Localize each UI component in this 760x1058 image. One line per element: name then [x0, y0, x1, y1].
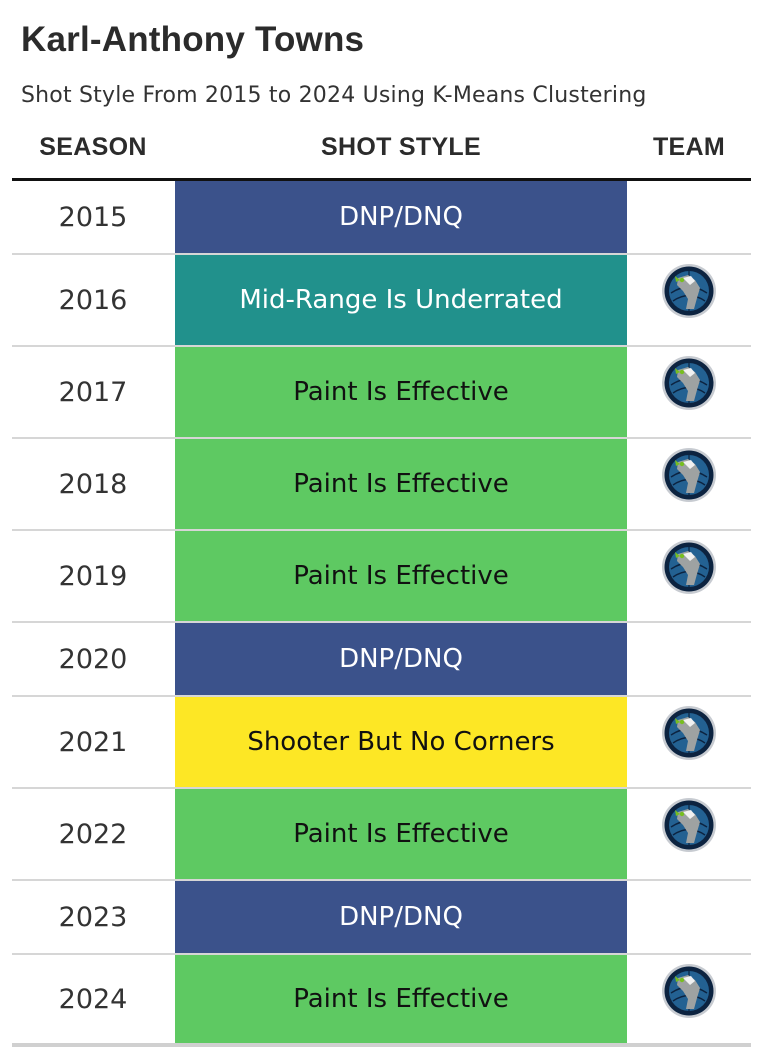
timberwolves-logo-icon: [662, 540, 716, 594]
shot-style-cell: Shooter But No Corners: [175, 697, 627, 787]
team-cell: [627, 697, 751, 787]
timberwolves-logo-icon: [662, 356, 716, 410]
team-cell: [627, 955, 751, 1043]
season-cell: 2019: [58, 560, 128, 592]
season-cell: 2020: [58, 643, 128, 675]
shot-style-cell: DNP/DNQ: [175, 623, 627, 695]
team-cell: [627, 255, 751, 345]
timberwolves-logo-icon: [662, 264, 716, 318]
season-cell: 2017: [58, 376, 128, 408]
table-row: 2017 Paint Is Effective: [12, 347, 751, 439]
table-row: 2019 Paint Is Effective: [12, 531, 751, 623]
shot-style-cell: Paint Is Effective: [175, 347, 627, 437]
column-header-season: SEASON: [39, 133, 147, 161]
shot-style-cell: Paint Is Effective: [175, 531, 627, 621]
shot-style-cell: Paint Is Effective: [175, 789, 627, 879]
shot-style-cell: Paint Is Effective: [175, 439, 627, 529]
shot-style-cell: Mid-Range Is Underrated: [175, 255, 627, 345]
header-rule: [12, 178, 751, 181]
season-cell: 2016: [58, 284, 128, 316]
season-cell: 2024: [58, 983, 128, 1015]
team-cell: [627, 881, 751, 953]
table-row: 2021 Shooter But No Corners: [12, 697, 751, 789]
shot-style-cell: DNP/DNQ: [175, 181, 627, 253]
season-cell: 2023: [58, 901, 128, 933]
team-cell: [627, 789, 751, 879]
season-cell: 2015: [58, 201, 128, 233]
team-cell: [627, 623, 751, 695]
season-cell: 2021: [58, 726, 128, 758]
table-row: 2016 Mid-Range Is Underrated: [12, 255, 751, 347]
table-row: 2020 DNP/DNQ: [12, 623, 751, 697]
shot-style-cell: DNP/DNQ: [175, 881, 627, 953]
season-cell: 2022: [58, 818, 128, 850]
shot-style-cell: Paint Is Effective: [175, 955, 627, 1043]
team-cell: [627, 531, 751, 621]
table-row: 2015 DNP/DNQ: [12, 181, 751, 255]
team-cell: [627, 439, 751, 529]
table-row: 2022 Paint Is Effective: [12, 789, 751, 881]
season-cell: 2018: [58, 468, 128, 500]
table-row: 2024 Paint Is Effective: [12, 955, 751, 1047]
timberwolves-logo-icon: [662, 964, 716, 1018]
table-row: 2018 Paint Is Effective: [12, 439, 751, 531]
timberwolves-logo-icon: [662, 448, 716, 502]
column-header-team: TEAM: [652, 133, 726, 161]
chart-subtitle: Shot Style From 2015 to 2024 Using K-Mea…: [21, 83, 647, 108]
table-row: 2023 DNP/DNQ: [12, 881, 751, 955]
column-header-shot-style: SHOT STYLE: [321, 133, 481, 161]
chart-title: Karl-Anthony Towns: [21, 20, 365, 59]
timberwolves-logo-icon: [662, 706, 716, 760]
timberwolves-logo-icon: [662, 798, 716, 852]
table-body: 2015 DNP/DNQ 2016 Mid-Range Is Underrated 20…: [12, 181, 751, 1047]
team-cell: [627, 181, 751, 253]
team-cell: [627, 347, 751, 437]
